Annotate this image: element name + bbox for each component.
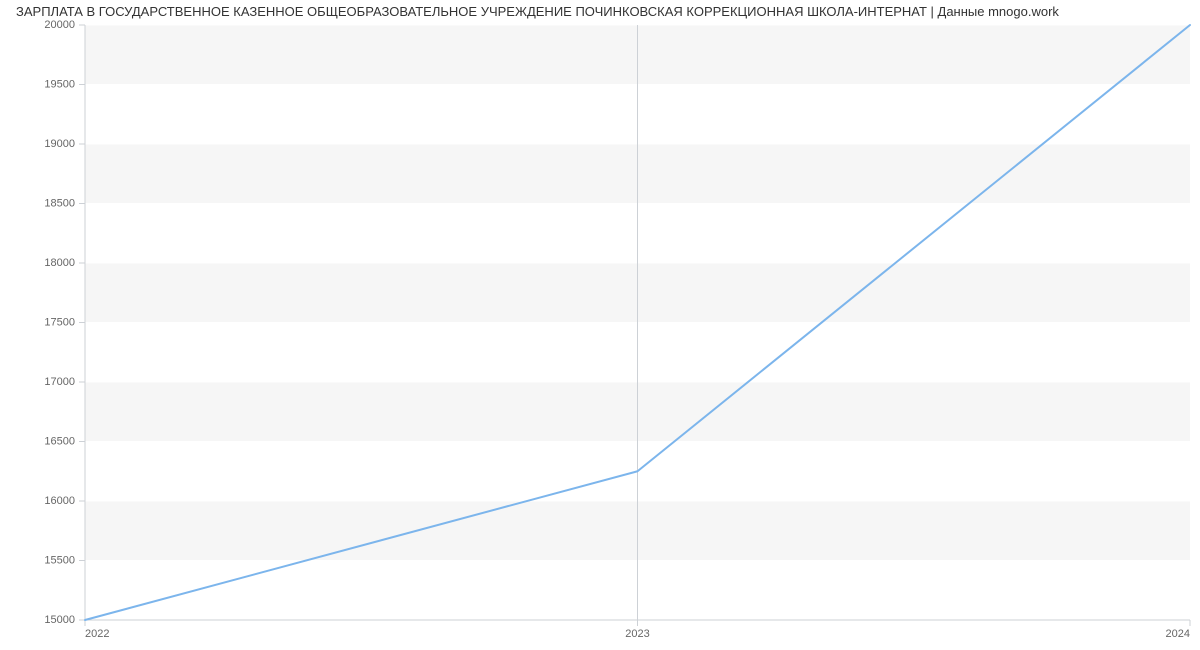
y-tick-label: 16500	[44, 435, 75, 447]
y-tick-label: 15500	[44, 554, 75, 566]
y-tick-label: 15000	[44, 614, 75, 626]
y-tick-label: 19000	[44, 138, 75, 150]
y-tick-label: 16000	[44, 495, 75, 507]
salary-line-chart: 15000 15500 16000 16500 17000 17500 18000 18500…	[0, 0, 1200, 650]
x-tick-label: 2022	[85, 628, 109, 640]
x-tick-label: 2023	[625, 628, 649, 640]
y-tick-label: 17500	[44, 316, 75, 328]
y-tick-label: 17000	[44, 376, 75, 388]
y-tick-label: 19500	[44, 78, 75, 90]
y-tick-label: 18000	[44, 257, 75, 269]
y-tick-label: 20000	[44, 19, 75, 31]
x-tick-label: 2024	[1166, 628, 1190, 640]
x-ticks: 2022 2023 2024	[85, 620, 1190, 640]
y-tick-label: 18500	[44, 197, 75, 209]
y-ticks: 15000 15500 16000 16500 17000 17500 18000 18500…	[44, 19, 85, 626]
